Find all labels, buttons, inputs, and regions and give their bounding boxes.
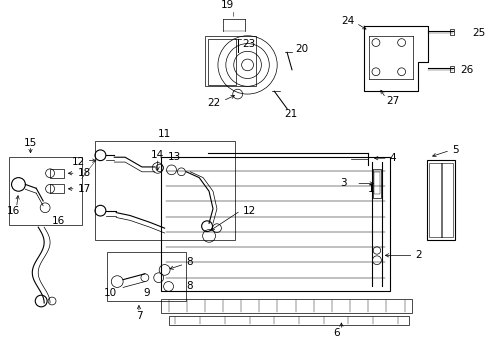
Text: 8: 8	[186, 282, 193, 292]
Text: 16: 16	[7, 206, 20, 216]
Text: 9: 9	[143, 288, 150, 298]
Text: 4: 4	[389, 153, 396, 163]
Text: 12: 12	[71, 157, 84, 167]
Bar	[207, 39, 235, 85]
Bar	[161, 299, 412, 313]
Bar	[50, 169, 64, 177]
Bar	[373, 172, 379, 194]
Text: 26: 26	[459, 65, 472, 75]
Text: 22: 22	[207, 98, 221, 108]
Text: 17: 17	[78, 184, 91, 194]
Text: 21: 21	[284, 108, 297, 118]
Bar	[107, 252, 186, 301]
Text: 20: 20	[294, 44, 307, 54]
Bar	[161, 157, 389, 291]
Text: 2: 2	[415, 250, 421, 260]
Text: 5: 5	[451, 145, 458, 156]
Text: 16: 16	[52, 216, 65, 226]
Text: 6: 6	[332, 328, 339, 338]
Text: 24: 24	[340, 16, 353, 26]
Bar	[9, 157, 81, 225]
Text: 8: 8	[186, 257, 193, 267]
Text: 27: 27	[385, 96, 398, 106]
Text: 3: 3	[339, 179, 346, 188]
Bar	[94, 141, 234, 240]
Text: 12: 12	[242, 206, 255, 216]
Text: 11: 11	[158, 129, 171, 139]
Bar	[372, 169, 380, 198]
Text: 14: 14	[151, 150, 164, 160]
Bar	[428, 163, 441, 237]
Text: 25: 25	[472, 28, 485, 38]
Text: 23: 23	[242, 39, 255, 49]
Bar	[427, 160, 454, 240]
Text: 1: 1	[367, 184, 374, 194]
Text: 15: 15	[24, 138, 37, 148]
Bar	[449, 29, 453, 35]
Bar	[204, 36, 256, 86]
Text: 13: 13	[167, 152, 181, 162]
Bar	[50, 184, 64, 193]
Bar	[440, 163, 452, 237]
Text: 18: 18	[78, 168, 91, 178]
Text: 19: 19	[221, 0, 234, 10]
Bar	[449, 66, 453, 72]
Bar	[168, 316, 407, 325]
Text: 7: 7	[135, 311, 142, 321]
Text: 10: 10	[103, 288, 117, 298]
